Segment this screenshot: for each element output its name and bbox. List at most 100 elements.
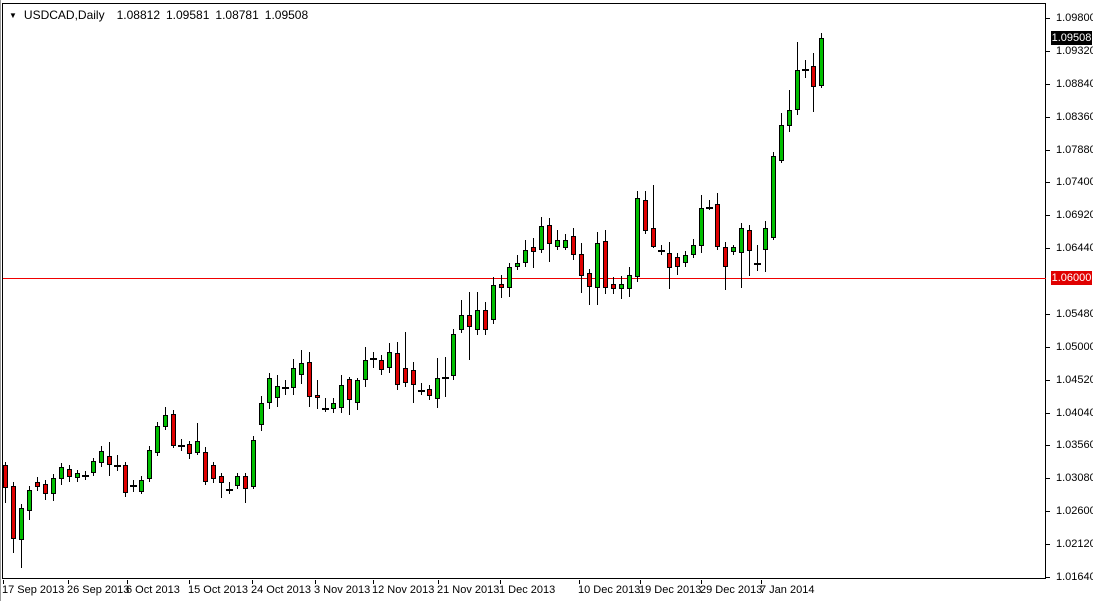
time-axis-label[interactable]: 6 Oct 2013 (126, 584, 180, 596)
time-axis-tick (579, 580, 580, 584)
quote-low: 1.08781 (215, 8, 259, 22)
time-axis-label[interactable]: 15 Oct 2013 (188, 584, 248, 596)
price-axis-label: 1.04040 (1056, 407, 1093, 419)
candle-body-down (467, 315, 472, 327)
time-axis-tick (640, 580, 641, 584)
candle-wick (229, 482, 230, 494)
price-axis-tick (1046, 314, 1050, 315)
candle-body-up (619, 284, 624, 289)
candle-body-up (507, 267, 512, 288)
candle-body-up (99, 451, 104, 463)
time-axis-label[interactable]: 29 Dec 2013 (700, 584, 763, 596)
candle-body-up (387, 352, 392, 368)
candle-body-down (667, 253, 672, 268)
price-axis-label: 1.09800 (1056, 12, 1093, 24)
price-axis-tick (1046, 150, 1050, 151)
candle-body-down (67, 469, 72, 477)
price-axis-tick (1046, 577, 1050, 578)
candle-body-up (731, 247, 736, 252)
collapse-arrow-icon[interactable]: ▼ (9, 10, 17, 20)
candle-body-down (395, 353, 400, 385)
candle-body-down (427, 389, 432, 396)
price-axis-label: 1.05000 (1056, 341, 1093, 353)
candle-body-up (339, 385, 344, 408)
candle-wick (517, 255, 518, 270)
candle-doji-dash (130, 485, 137, 487)
candle-body-up (147, 450, 152, 479)
candle-body-down (203, 452, 208, 482)
time-axis-label[interactable]: 24 Oct 2013 (251, 584, 311, 596)
candle-doji-dash (370, 358, 377, 360)
chart-plot-area[interactable] (2, 3, 1046, 579)
candle-body-down (243, 476, 248, 489)
candle-wick (589, 269, 590, 305)
time-axis-label[interactable]: 10 Dec 2013 (578, 584, 641, 596)
candle-doji-dash (442, 377, 449, 379)
candle-body-up (163, 415, 168, 427)
time-axis-label[interactable]: 3 Nov 2013 (314, 584, 371, 596)
price-axis-label: 1.07400 (1056, 176, 1093, 188)
candle-body-up (235, 476, 240, 486)
time-axis-label[interactable]: 17 Sep 2013 (2, 584, 65, 596)
time-axis-tick (68, 580, 69, 584)
price-axis-label: 1.01640 (1056, 571, 1093, 583)
candle-body-down (403, 368, 408, 383)
candle-body-up (539, 226, 544, 250)
time-axis-label[interactable]: 21 Nov 2013 (437, 584, 500, 596)
candle-body-down (643, 200, 648, 231)
candle-body-up (75, 473, 80, 478)
candle-body-down (107, 456, 112, 465)
candle-body-down (347, 379, 352, 400)
quote-high: 1.09581 (166, 8, 210, 22)
time-axis-label[interactable]: 19 Dec 2013 (639, 584, 702, 596)
candle-wick (197, 423, 198, 455)
time-axis-label[interactable]: 26 Sep 2013 (67, 584, 130, 596)
price-axis-label: 1.03560 (1056, 439, 1093, 451)
window-left-border (0, 0, 1, 601)
candle-body-up (475, 310, 480, 330)
time-axis-tick (252, 580, 253, 584)
candle-body-up (771, 156, 776, 238)
candle-body-down (811, 66, 816, 87)
candle-body-up (491, 285, 496, 320)
candle-body-up (627, 275, 632, 289)
candle-wick (757, 245, 758, 271)
candle-body-down (723, 247, 728, 267)
time-axis-label[interactable]: 12 Nov 2013 (372, 584, 435, 596)
candle-doji-dash (418, 390, 425, 392)
quote-symbol-period: USDCAD,Daily (23, 8, 105, 22)
candle-body-up (155, 426, 160, 453)
candle-body-down (43, 484, 48, 494)
time-axis-tick (438, 580, 439, 584)
price-axis-tick (1046, 84, 1050, 85)
candle-body-down (315, 395, 320, 398)
candle-body-up (595, 243, 600, 288)
candle-body-down (747, 230, 752, 251)
candle-wick (325, 398, 326, 412)
candle-doji-dash (754, 263, 761, 265)
candle-doji-dash (114, 465, 121, 467)
horizontal-line-1.06[interactable] (3, 278, 1046, 279)
time-axis-tick (761, 580, 762, 584)
price-axis-label: 1.03080 (1056, 472, 1093, 484)
candle-body-down (587, 273, 592, 287)
candle-body-up (51, 478, 56, 494)
candle-body-up (331, 403, 336, 409)
time-axis-label[interactable]: 7 Jan 2014 (760, 584, 815, 596)
candle-body-up (459, 315, 464, 330)
price-axis-label: 1.08360 (1056, 111, 1093, 123)
candle-body-up (451, 334, 456, 376)
candle-body-up (699, 208, 704, 246)
candle-body-up (683, 255, 688, 263)
candle-doji-dash (82, 475, 89, 477)
price-axis-label: 1.02120 (1056, 538, 1093, 550)
candle-wick (317, 380, 318, 409)
candle-body-up (195, 441, 200, 453)
candle-body-down (171, 414, 176, 446)
hline-price-label: 1.06000 (1051, 271, 1092, 285)
price-axis-tick (1046, 511, 1050, 512)
candle-body-down (611, 284, 616, 289)
time-axis-label[interactable]: 1 Dec 2013 (499, 584, 556, 596)
candle-body-down (715, 204, 720, 247)
